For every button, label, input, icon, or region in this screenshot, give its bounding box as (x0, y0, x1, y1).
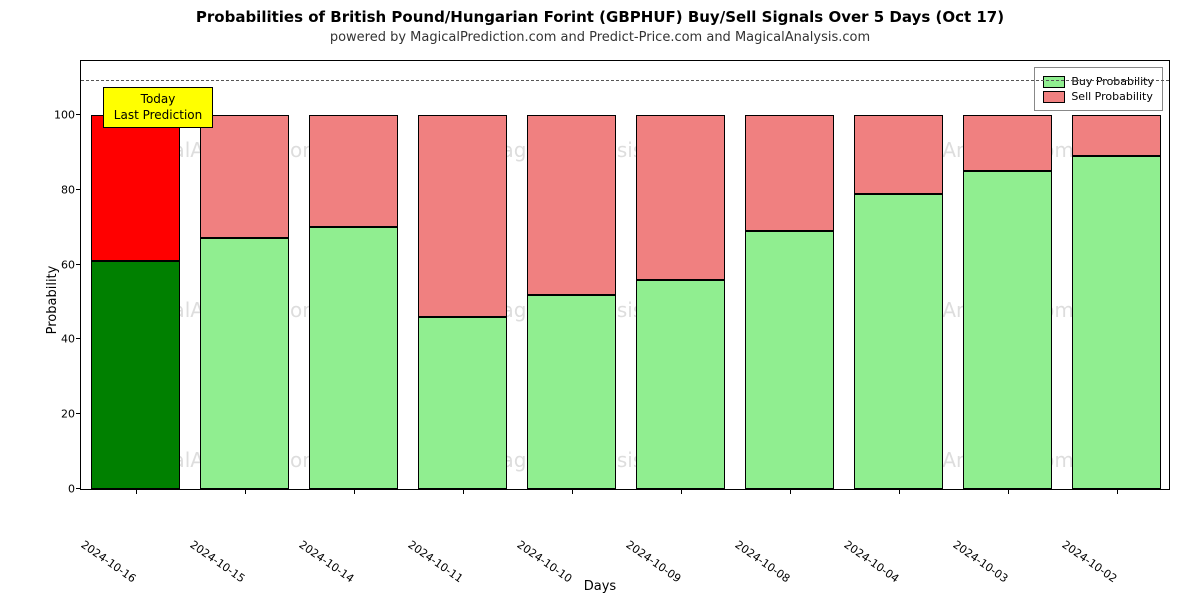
bar-buy (854, 194, 943, 489)
y-tick-mark (76, 189, 81, 190)
x-tick-mark (1117, 489, 1118, 494)
annotation-line2: Last Prediction (114, 108, 202, 124)
bar-buy (1072, 156, 1161, 489)
plot-area: Buy Probability Sell Probability 0204060… (80, 60, 1170, 490)
reference-line (81, 80, 1169, 81)
bar-sell (963, 115, 1052, 171)
legend-buy-swatch (1043, 76, 1065, 88)
bar-buy (200, 238, 289, 489)
y-tick-mark (76, 114, 81, 115)
bar-buy (309, 227, 398, 489)
legend-sell-swatch (1043, 91, 1065, 103)
legend-buy: Buy Probability (1043, 75, 1154, 88)
bar-sell (527, 115, 616, 294)
x-tick-mark (463, 489, 464, 494)
chart-container: Probabilities of British Pound/Hungarian… (0, 0, 1200, 600)
x-tick-mark (136, 489, 137, 494)
chart-title: Probabilities of British Pound/Hungarian… (0, 8, 1200, 26)
y-axis-label: Probability (45, 266, 60, 335)
legend-sell: Sell Probability (1043, 90, 1154, 103)
bar-buy (636, 280, 725, 489)
y-tick-mark (76, 264, 81, 265)
y-tick-label: 0 (43, 483, 75, 496)
bar-sell (200, 115, 289, 238)
bar-buy (527, 295, 616, 489)
x-tick-mark (245, 489, 246, 494)
bar-buy (418, 317, 507, 489)
x-axis-label: Days (0, 579, 1200, 594)
legend-sell-label: Sell Probability (1071, 90, 1153, 103)
bar-buy (745, 231, 834, 489)
bar-sell (636, 115, 725, 280)
y-tick-mark (76, 488, 81, 489)
bar-sell (854, 115, 943, 194)
bar-sell (745, 115, 834, 231)
bar-sell (1072, 115, 1161, 156)
x-tick-mark (1008, 489, 1009, 494)
bar-sell (418, 115, 507, 317)
bar-buy (963, 171, 1052, 489)
x-tick-mark (681, 489, 682, 494)
bar-buy (91, 261, 180, 489)
legend: Buy Probability Sell Probability (1034, 67, 1163, 111)
bar-sell (309, 115, 398, 227)
x-tick-mark (899, 489, 900, 494)
y-tick-mark (76, 338, 81, 339)
y-tick-label: 60 (43, 258, 75, 271)
chart-subtitle: powered by MagicalPrediction.com and Pre… (0, 30, 1200, 45)
x-tick-mark (354, 489, 355, 494)
y-tick-label: 80 (43, 183, 75, 196)
y-tick-mark (76, 413, 81, 414)
y-tick-label: 100 (43, 109, 75, 122)
y-tick-label: 20 (43, 408, 75, 421)
x-tick-mark (572, 489, 573, 494)
legend-buy-label: Buy Probability (1071, 75, 1154, 88)
bar-sell (91, 115, 180, 261)
annotation-line1: Today (114, 92, 202, 108)
today-annotation: TodayLast Prediction (103, 87, 213, 128)
y-tick-label: 40 (43, 333, 75, 346)
x-tick-mark (790, 489, 791, 494)
